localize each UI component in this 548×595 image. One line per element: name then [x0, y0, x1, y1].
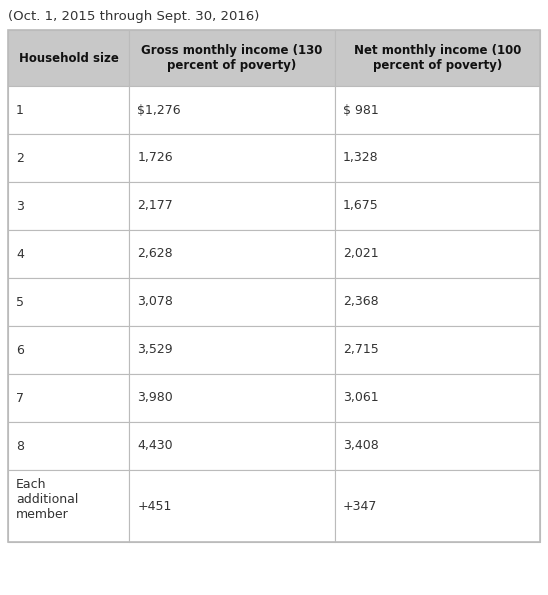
Bar — [8, 278, 129, 326]
Bar — [335, 134, 540, 182]
Text: 7: 7 — [16, 392, 24, 405]
Bar — [8, 30, 540, 542]
Text: $1,276: $1,276 — [138, 104, 181, 117]
Bar — [335, 182, 540, 230]
Bar — [8, 470, 129, 542]
Text: 5: 5 — [16, 296, 24, 308]
Bar — [8, 230, 129, 278]
Text: Gross monthly income (130
percent of poverty): Gross monthly income (130 percent of pov… — [141, 44, 323, 72]
Bar — [129, 278, 335, 326]
Bar — [129, 182, 335, 230]
Text: 2,368: 2,368 — [342, 296, 378, 308]
Text: 2,628: 2,628 — [138, 248, 173, 261]
Bar — [129, 86, 335, 134]
Bar — [335, 86, 540, 134]
Text: 2,177: 2,177 — [138, 199, 173, 212]
Text: 4,430: 4,430 — [138, 440, 173, 453]
Bar — [8, 86, 129, 134]
Text: 3,529: 3,529 — [138, 343, 173, 356]
Bar — [129, 422, 335, 470]
Bar — [129, 326, 335, 374]
Bar — [8, 422, 129, 470]
Bar — [335, 374, 540, 422]
Bar — [8, 134, 129, 182]
Text: 1,726: 1,726 — [138, 152, 173, 164]
Text: 1,675: 1,675 — [342, 199, 379, 212]
Text: 3,078: 3,078 — [138, 296, 173, 308]
Text: 3: 3 — [16, 199, 24, 212]
Text: (Oct. 1, 2015 through Sept. 30, 2016): (Oct. 1, 2015 through Sept. 30, 2016) — [8, 10, 259, 23]
Bar — [8, 30, 129, 86]
Bar — [335, 422, 540, 470]
Text: 3,061: 3,061 — [342, 392, 378, 405]
Bar — [8, 182, 129, 230]
Text: 2,021: 2,021 — [342, 248, 378, 261]
Bar — [129, 374, 335, 422]
Text: 6: 6 — [16, 343, 24, 356]
Bar — [129, 230, 335, 278]
Text: $ 981: $ 981 — [342, 104, 379, 117]
Text: 3,408: 3,408 — [342, 440, 379, 453]
Bar — [335, 230, 540, 278]
Text: 2,715: 2,715 — [342, 343, 379, 356]
Bar — [335, 470, 540, 542]
Bar — [8, 326, 129, 374]
Text: Each
additional
member: Each additional member — [16, 478, 78, 521]
Text: 8: 8 — [16, 440, 24, 453]
Bar — [129, 470, 335, 542]
Text: 2: 2 — [16, 152, 24, 164]
Text: 4: 4 — [16, 248, 24, 261]
Bar — [8, 374, 129, 422]
Bar — [335, 30, 540, 86]
Text: +451: +451 — [138, 499, 172, 512]
Bar — [129, 30, 335, 86]
Text: 1: 1 — [16, 104, 24, 117]
Text: Net monthly income (100
percent of poverty): Net monthly income (100 percent of pover… — [353, 44, 521, 72]
Text: 1,328: 1,328 — [342, 152, 378, 164]
Bar — [335, 326, 540, 374]
Text: Household size: Household size — [19, 52, 118, 64]
Bar — [129, 134, 335, 182]
Text: +347: +347 — [342, 499, 377, 512]
Bar — [335, 278, 540, 326]
Text: 3,980: 3,980 — [138, 392, 173, 405]
